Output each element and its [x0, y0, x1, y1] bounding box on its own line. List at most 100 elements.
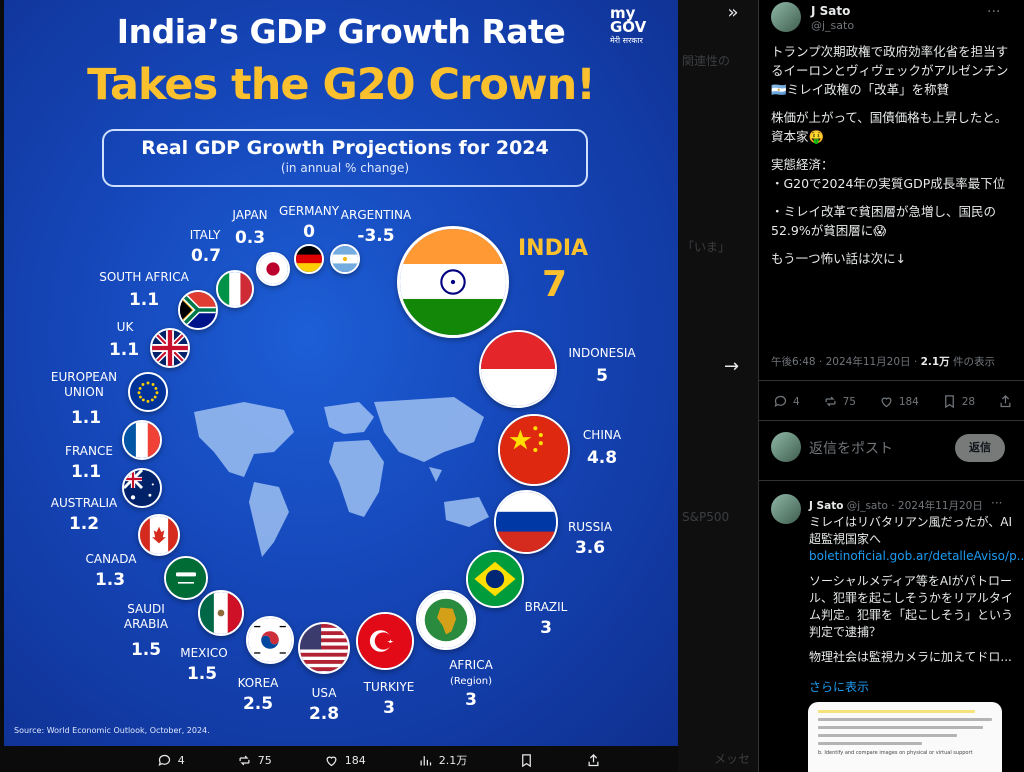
author-avatar[interactable]	[771, 2, 801, 32]
viewer-repost-count: 75	[257, 753, 272, 767]
collapse-panel-button[interactable]: »	[727, 2, 739, 23]
doc-line	[818, 710, 975, 713]
country-value-south-africa: 1.1	[128, 290, 160, 310]
flag-turkiye	[356, 612, 414, 670]
flag-france	[122, 420, 162, 460]
divider	[759, 380, 1024, 381]
post-paragraph: ・ミレイ改革で貧困層が急増し、国民の52.9%が貧困層に😱	[771, 204, 997, 238]
reply-icon	[774, 395, 787, 408]
heart-icon	[881, 397, 892, 408]
viewer-views-button[interactable]: 2.1万	[418, 752, 467, 768]
flag-russia	[494, 490, 558, 554]
reply-link[interactable]: boletinoficial.gob.ar/detalleAviso/p...	[809, 549, 1024, 563]
next-media-arrow-icon[interactable]: →	[724, 356, 740, 377]
country-label-italy: ITALY	[189, 228, 221, 242]
viewer-share-button[interactable]	[586, 753, 601, 768]
country-label-africa: AFRICA (Region)	[436, 658, 506, 689]
reply-submit-button[interactable]: 返信	[955, 434, 1005, 462]
country-label-france: FRANCE	[65, 444, 113, 458]
country-value-mexico: 1.5	[186, 664, 218, 684]
divider	[759, 480, 1024, 481]
ghost-message: メッセ	[714, 752, 751, 766]
country-value-france: 1.1	[70, 462, 102, 482]
ghost-now-heading: 「いま」	[682, 240, 731, 254]
flag-korea	[246, 616, 294, 664]
mygov-logo-text: my GOV	[610, 4, 647, 36]
author-name[interactable]: J Sato	[811, 4, 851, 18]
country-value-africa: 3	[465, 690, 477, 710]
media-viewer: India’s GDP Growth Rate Takes the G20 Cr…	[0, 0, 758, 772]
country-value-russia: 3.6	[574, 538, 606, 558]
country-value-australia: 1.2	[68, 514, 100, 534]
mygov-logo-sub: मेरी सरकार	[610, 36, 643, 45]
viewer-like-count: 184	[344, 753, 366, 767]
infographic-title-line2: Takes the G20 Crown!	[87, 60, 596, 110]
country-value-italy: 0.7	[190, 246, 222, 266]
country-label-china: CHINA	[582, 428, 622, 442]
country-value-korea: 2.5	[242, 694, 274, 714]
viewer-repost-button[interactable]: 75	[237, 753, 272, 768]
country-value-turkiye: 3	[383, 698, 395, 718]
reply-icon	[158, 754, 170, 766]
country-value-indonesia: 5	[596, 366, 608, 386]
repost-button[interactable]: 75	[823, 394, 856, 409]
country-value-germany: 0	[303, 222, 315, 242]
reply-input[interactable]: 返信をポスト	[809, 441, 893, 457]
flag-canada	[138, 514, 180, 556]
reply-button[interactable]: 4	[773, 394, 800, 409]
bookmark-button[interactable]: 28	[942, 394, 975, 409]
source-note: Source: World Economic Outlook, October,…	[14, 726, 210, 735]
infographic-image[interactable]: India’s GDP Growth Rate Takes the G20 Cr…	[4, 0, 678, 746]
country-value-saudi-arabia: 1.5	[130, 640, 162, 660]
country-label-turkiye: TURKIYE	[363, 680, 415, 694]
country-value-usa: 2.8	[308, 704, 340, 724]
divider	[759, 420, 1024, 421]
country-label-australia: AUSTRALIA	[50, 496, 118, 510]
flag-germany	[294, 244, 324, 274]
reply-author-handle-date: @j_sato · 2024年11月20日	[846, 500, 983, 512]
post-action-bar: 4 75 184 28	[773, 394, 1013, 409]
subtitle-note: (in annual % change)	[280, 161, 410, 175]
reply-more-options-icon[interactable]: ···	[991, 496, 1003, 510]
reply-attached-image[interactable]: b. Identify and compare images on physic…	[808, 702, 1002, 772]
ghost-related-heading: 関連性の	[682, 54, 731, 68]
country-label-argentina: ARGENTINA	[340, 208, 412, 222]
subtitle-box: Real GDP Growth Projections for 2024 (in…	[102, 129, 588, 187]
viewer-reply-button[interactable]: 4	[157, 753, 185, 768]
mygov-logo: my GOV मेरी सरकार	[610, 6, 658, 48]
post-paragraph: 実態経済： ・G20で2024年の実質GDP成長率最下位	[771, 157, 1006, 191]
country-value-china: 4.8	[586, 448, 618, 468]
reply-author[interactable]: J Sato @j_sato · 2024年11月20日	[809, 498, 983, 513]
viewer-reply-count: 4	[177, 753, 185, 767]
reply-text: ミレイはリバタリアン風だったが、AI超監視国家へ boletinoficial.…	[809, 514, 1024, 674]
dimmed-background-timeline: 関連性の 「いま」 S&P500 メッセ	[678, 0, 758, 772]
viewer-like-button[interactable]: 184	[324, 753, 366, 768]
post-paragraph: トランプ次期政権で政府効率化省を担当するイーロンとヴィヴェックがアルゼンチン🇦🇷…	[771, 44, 1009, 97]
more-options-icon[interactable]: ···	[987, 4, 1001, 20]
viewer-bookmark-button[interactable]	[519, 753, 534, 768]
post-paragraph: 株価が上がって、国債価格も上昇したと。資本家🤑	[771, 110, 1008, 144]
country-label-mexico: MEXICO	[180, 646, 228, 660]
like-button[interactable]: 184	[879, 394, 919, 409]
share-button[interactable]	[998, 394, 1013, 409]
country-label-india: INDIA	[518, 236, 589, 261]
show-more-link[interactable]: さらに表示	[809, 680, 870, 694]
flag-uk	[150, 328, 190, 368]
flag-brazil	[466, 550, 524, 608]
reply-author-avatar[interactable]	[771, 494, 801, 524]
repost-icon	[825, 396, 836, 407]
flag-european-union	[128, 372, 168, 412]
bookmark-icon	[522, 753, 532, 767]
post-timestamp[interactable]: 午後6:48 · 2024年11月20日 ·	[771, 356, 918, 368]
country-label-africa-name: AFRICA	[449, 658, 493, 672]
bookmark-icon	[944, 395, 954, 409]
world-map-graphic	[194, 397, 489, 557]
country-label-africa-note: (Region)	[449, 676, 493, 687]
heart-icon	[326, 756, 337, 766]
author-handle[interactable]: @j_sato	[811, 19, 855, 32]
flag-south-africa	[178, 290, 218, 330]
like-count: 184	[898, 395, 919, 408]
flag-japan	[256, 252, 290, 286]
country-label-saudi-arabia: SAUDI ARABIA	[123, 602, 169, 631]
current-user-avatar[interactable]	[771, 432, 801, 462]
